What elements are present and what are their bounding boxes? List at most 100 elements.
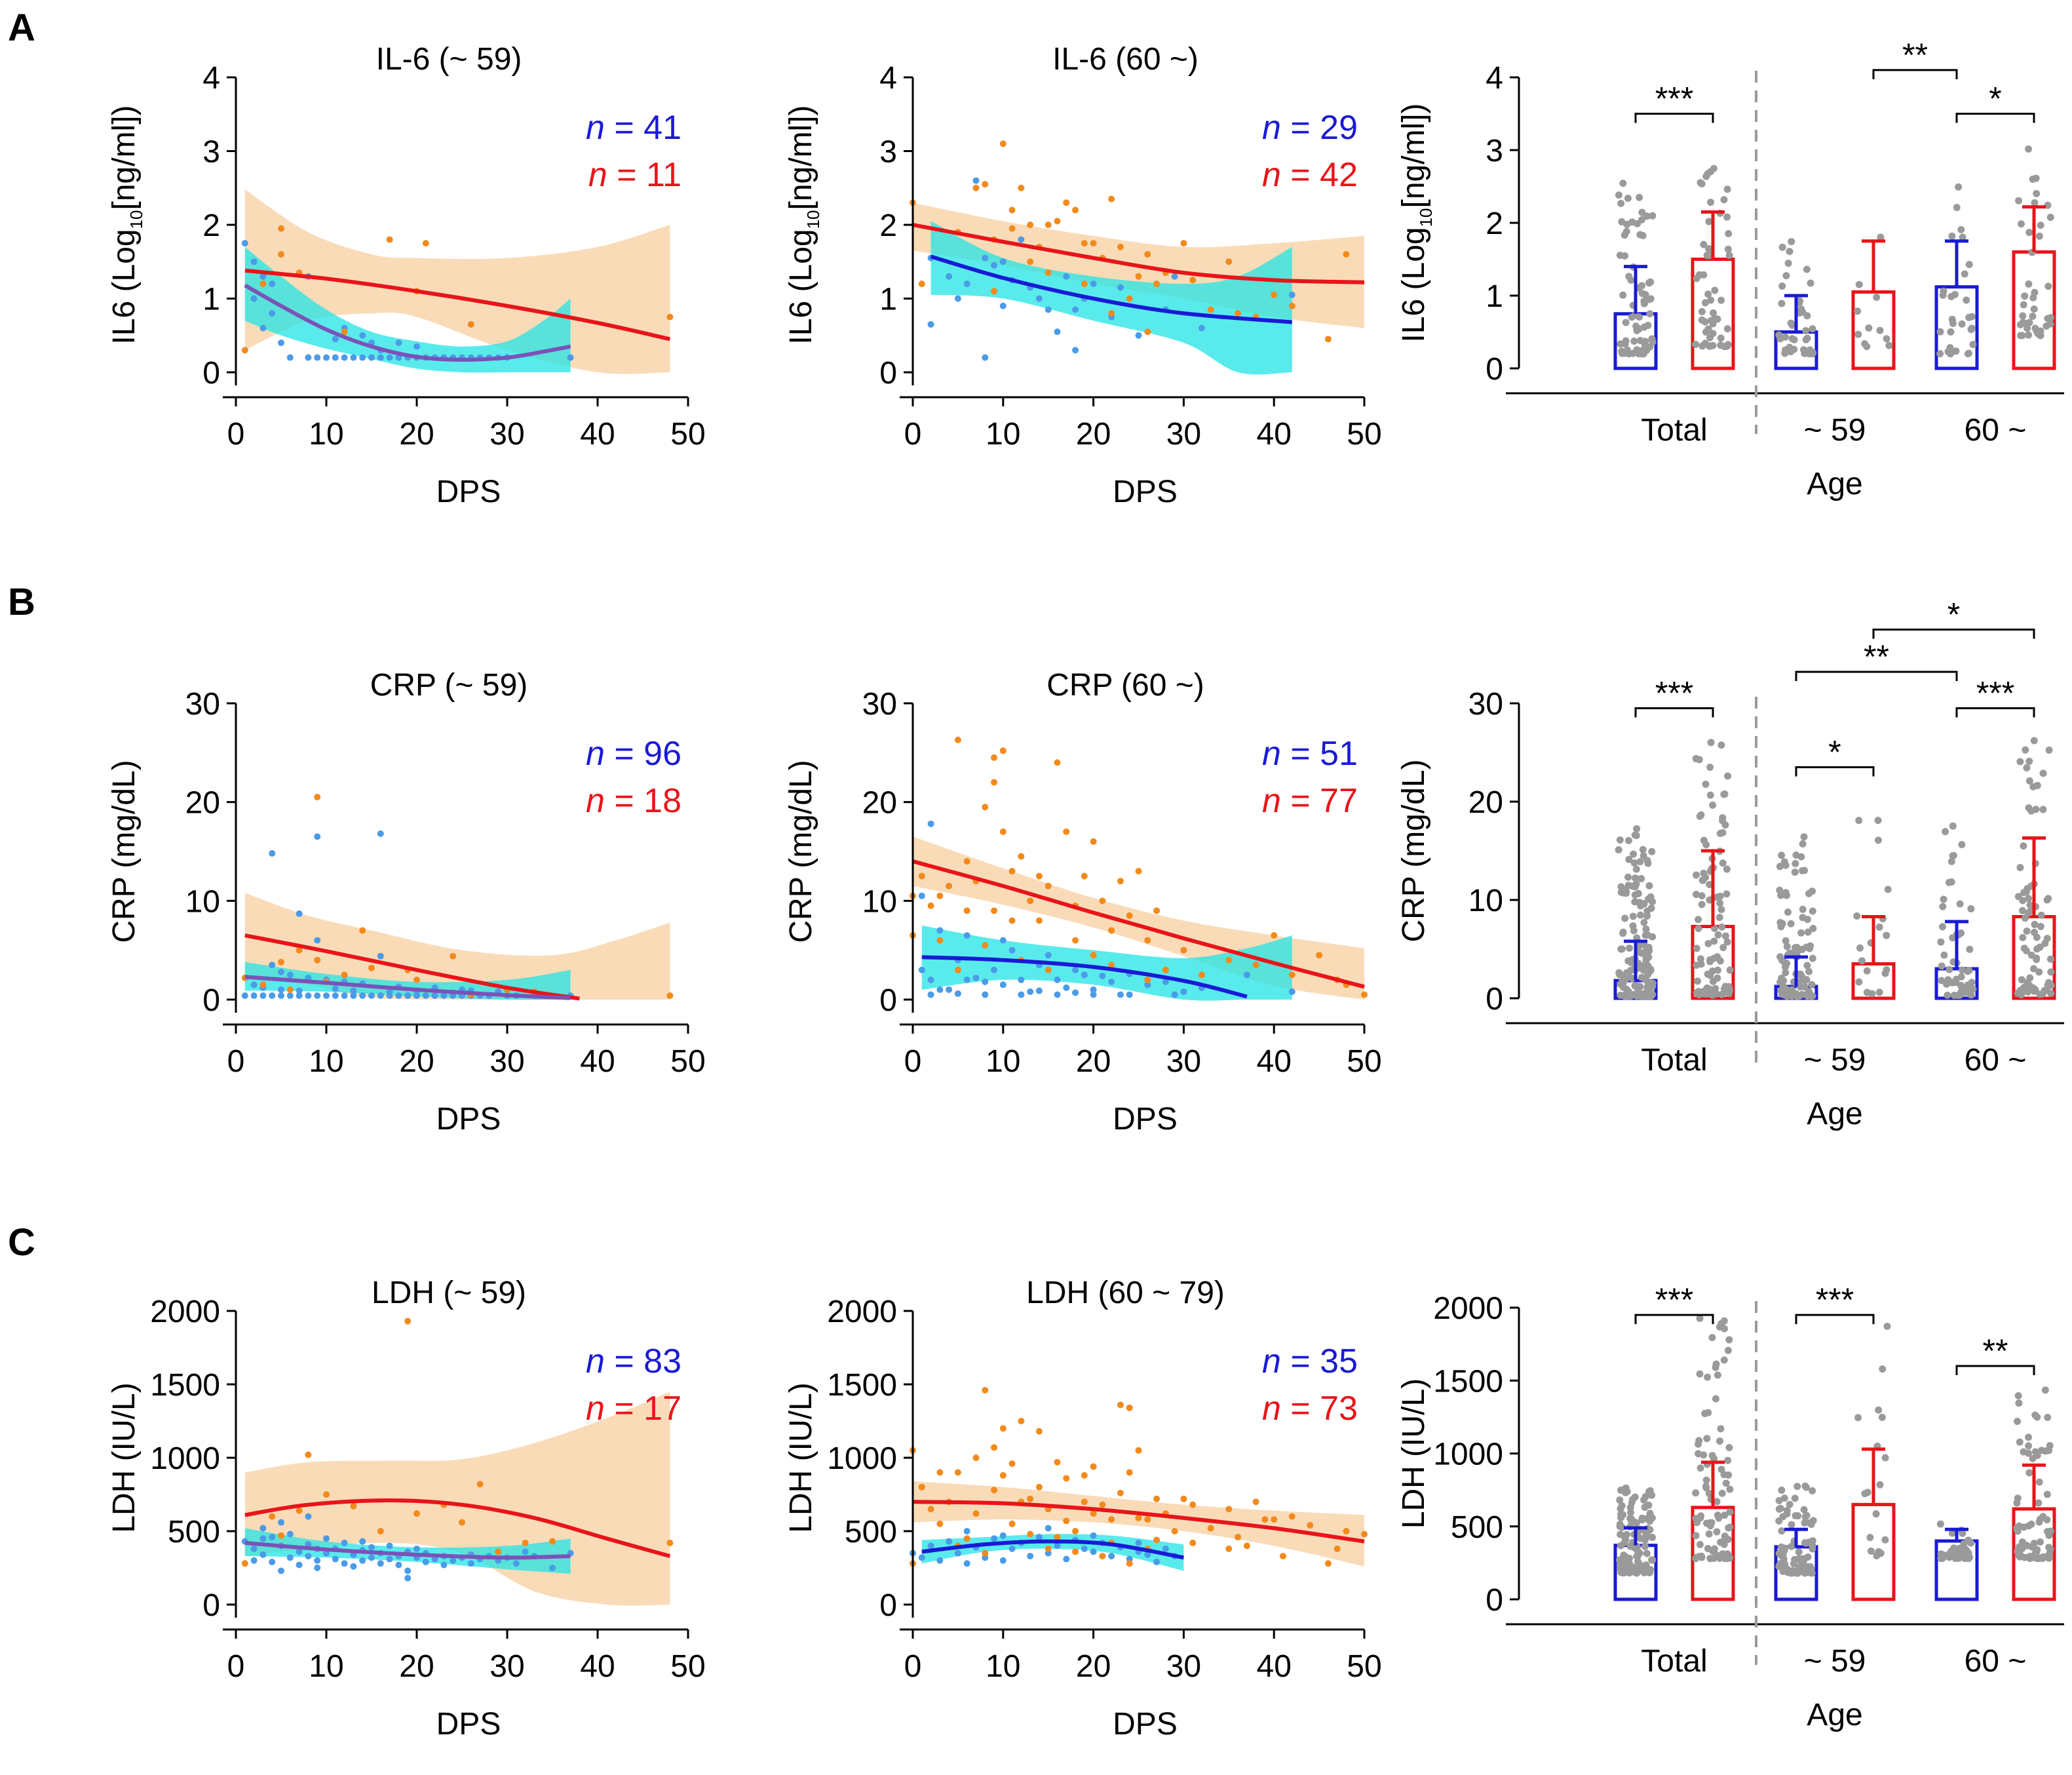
data-point-blue: [422, 992, 429, 999]
jitter-dot: [2044, 201, 2052, 209]
jitter-dot: [1936, 350, 1944, 358]
jitter-dot: [1692, 890, 1700, 898]
jitter-dot: [1783, 943, 1791, 950]
data-point-orange: [1271, 1516, 1278, 1523]
data-point-blue: [549, 1565, 556, 1571]
jitter-dot: [2025, 1434, 2033, 1441]
jitter-dot: [1704, 252, 1712, 260]
jitter-dot: [1633, 825, 1641, 832]
data-point-blue: [1072, 989, 1079, 996]
data-point-orange: [241, 347, 248, 354]
data-point-blue: [413, 1545, 420, 1552]
significance-label: **: [1902, 37, 1928, 73]
jitter-dot: [1786, 1500, 1794, 1508]
x-tick-label: 30: [489, 417, 524, 452]
data-point-orange: [1008, 1460, 1016, 1467]
data-point-orange: [1343, 251, 1350, 258]
jitter-dot: [2043, 1491, 2051, 1498]
data-point-orange: [1288, 971, 1295, 979]
data-point-orange: [1090, 952, 1097, 959]
y-tick-label: 0: [1486, 352, 1503, 387]
data-point-orange: [1090, 240, 1097, 247]
jitter-dot: [1697, 960, 1705, 968]
jitter-dot: [1714, 1371, 1721, 1379]
significance-bracket: [1634, 707, 1714, 718]
jitter-dot: [2045, 1531, 2053, 1539]
jitter-dot: [1720, 1356, 1728, 1364]
data-point-orange: [404, 1317, 412, 1325]
jitter-dot: [1630, 859, 1638, 867]
jitter-dot: [2015, 1549, 2023, 1557]
jitter-dot: [1787, 920, 1795, 927]
group-label: Total: [1641, 1043, 1707, 1078]
jitter-dot: [1698, 342, 1706, 350]
data-point-orange: [1090, 838, 1097, 845]
jitter-dot: [1696, 812, 1704, 820]
jitter-dot: [1721, 790, 1729, 798]
y-tick-label: 1500: [1433, 1364, 1503, 1399]
data-point-orange: [1126, 295, 1133, 302]
jitter-dot: [1944, 991, 1951, 999]
jitter-dot: [1806, 1519, 1814, 1527]
bar-red: [1851, 290, 1896, 370]
jitter-dot: [2046, 213, 2054, 221]
data-point-blue: [991, 1535, 998, 1542]
jitter-dot: [2019, 933, 2027, 941]
jitter-dot: [1719, 829, 1727, 836]
data-point-blue: [350, 354, 357, 361]
jitter-dot: [1726, 1508, 1734, 1516]
jitter-dot: [1958, 320, 1966, 328]
data-point-orange: [341, 971, 348, 979]
x-tick-label: 50: [670, 417, 705, 452]
jitter-dot: [1788, 335, 1796, 343]
jitter-dot: [1807, 279, 1814, 287]
significance-label: ***: [1655, 1281, 1693, 1318]
data-point-blue: [332, 985, 339, 992]
jitter-dot: [1778, 920, 1786, 927]
data-point-blue: [1045, 1525, 1052, 1532]
data-point-orange: [1189, 1501, 1197, 1508]
jitter-dot: [1969, 985, 1977, 993]
data-point-blue: [377, 952, 384, 960]
data-point-blue: [1035, 295, 1043, 302]
data-point-orange: [963, 858, 970, 865]
data-point-blue: [377, 830, 384, 837]
chart-b1: 0 10 20 30 0 10 20 30 40 50 DPS CRP (mg/dL) CRP (~ 5…: [107, 668, 706, 1137]
data-point-orange: [1144, 251, 1151, 258]
jitter-dot: [1619, 291, 1627, 299]
jitter-dot: [1695, 988, 1702, 996]
data-point-blue: [269, 962, 276, 969]
data-point-blue: [259, 1551, 267, 1558]
jitter-dot: [2031, 920, 2039, 928]
data-point-blue: [440, 992, 448, 999]
data-point-orange: [1225, 258, 1233, 265]
jitter-dot: [1622, 889, 1630, 897]
panel-letter-c: C: [8, 1221, 35, 1264]
jitter-dot: [1946, 1550, 1953, 1558]
jitter-dot: [1965, 1536, 1972, 1544]
jitter-dot: [1802, 326, 1810, 334]
data-point-blue: [1072, 306, 1079, 313]
jitter-dot: [1649, 212, 1657, 220]
data-point-orange: [1072, 1548, 1079, 1555]
jitter-dot: [1800, 1506, 1808, 1513]
data-point-orange: [1008, 1520, 1016, 1527]
data-point-blue: [1054, 991, 1061, 998]
data-point-blue: [1162, 978, 1169, 985]
jitter-dot: [1637, 911, 1645, 919]
jitter-dot: [1799, 914, 1807, 922]
jitter-dot: [1716, 893, 1724, 901]
data-point-orange: [1072, 937, 1079, 944]
y-tick-label: 4: [879, 61, 897, 96]
data-point-orange: [350, 1502, 357, 1510]
data-point-orange: [1018, 853, 1025, 860]
jitter-dot: [1724, 341, 1732, 349]
jitter-dot: [1615, 969, 1623, 977]
data-point-blue: [963, 1528, 970, 1534]
data-point-orange: [1054, 218, 1061, 225]
jitter-dot: [1640, 992, 1647, 1000]
jitter-dot: [1955, 183, 1963, 191]
data-point-blue: [1063, 273, 1070, 280]
jitter-dot: [1865, 324, 1873, 332]
